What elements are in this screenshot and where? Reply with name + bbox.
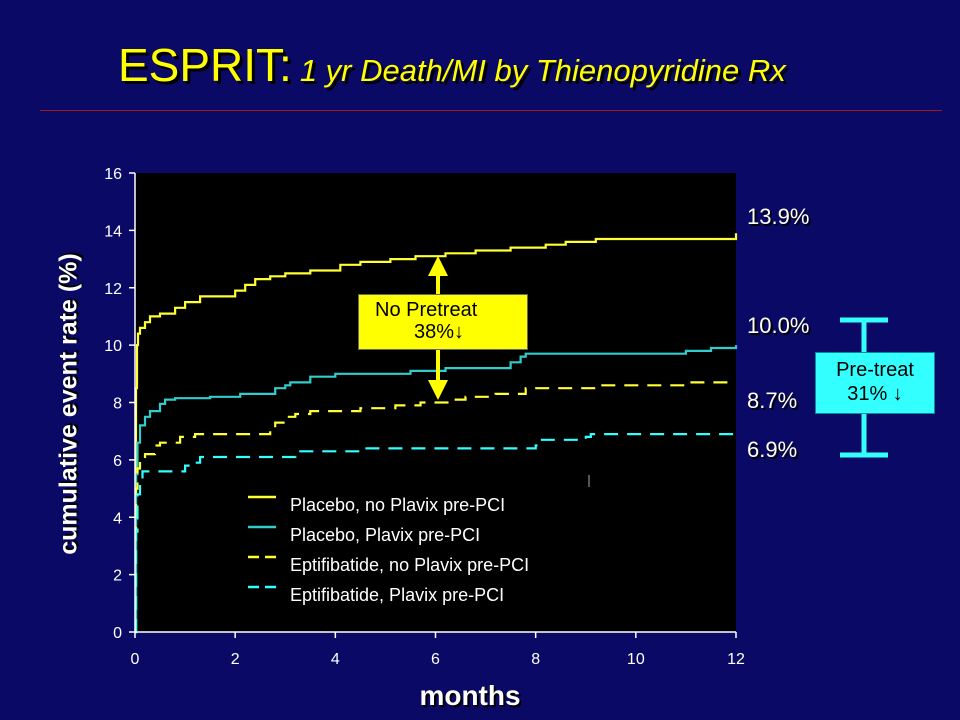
y-tick-label-12: 12 <box>104 281 122 298</box>
series-line-placebo-no-plavix-pre-pci <box>134 233 738 634</box>
title-divider <box>40 110 942 111</box>
legend-label-placebo-no-plavix-pre-pci: Placebo, no Plavix pre-PCI <box>290 495 505 515</box>
arrow-layer <box>428 256 888 458</box>
series-line-placebo-plavix-pre-pci <box>134 345 738 634</box>
y-tick-label-8: 8 <box>113 396 122 413</box>
title-subtitle: 1 yr Death/MI by Thienopyridine Rx <box>299 53 786 88</box>
legend-label-placebo-plavix-pre-pci: Placebo, Plavix pre-PCI <box>290 525 480 545</box>
x-tick-label-8: 8 <box>531 651 540 668</box>
series-line-eptifibatide-no-plavix-pre-pci <box>134 381 736 634</box>
y-tick-label-0: 0 <box>113 625 122 642</box>
x-tick-label-2: 2 <box>231 651 240 668</box>
y-tick-label-4: 4 <box>113 510 122 527</box>
slide-title: ESPRIT: 1 yr Death/MI by Thienopyridine R… <box>118 38 786 92</box>
y-tick-label-6: 6 <box>113 453 122 470</box>
x-tick-label-10: 10 <box>627 651 645 668</box>
no-pretreat-arrow-head-up <box>428 256 448 276</box>
no-pretreat-value: 38%↓ <box>414 321 465 343</box>
no-pretreat-annotation: No Pretreat 38%↓ <box>358 294 528 350</box>
x-tick-label-4: 4 <box>331 651 340 668</box>
legend-label-eptifibatide-plavix-pre-pci: Eptifibatide, Plavix pre-PCI <box>290 585 504 605</box>
pretreat-value: 31% ↓ <box>847 383 903 405</box>
end-label-eptifibatide-no-plavix: 8.7% <box>747 388 798 413</box>
y-tick-label-10: 10 <box>104 338 122 355</box>
series-line-eptifibatide-plavix-pre-pci <box>134 433 736 634</box>
x-tick-label-12: 12 <box>727 651 745 668</box>
title-main: ESPRIT: <box>118 39 292 91</box>
x-tick-label-0: 0 <box>131 651 140 668</box>
end-label-eptifibatide-plavix: 6.9% <box>747 437 798 462</box>
legend: Placebo, no Plavix pre-PCI Placebo, Plavi… <box>248 475 590 605</box>
end-label-placebo-plavix: 10.0% <box>747 313 810 338</box>
series-layer <box>134 233 738 634</box>
legend-label-eptifibatide-no-plavix-pre-pci: Eptifibatide, no Plavix pre-PCI <box>290 555 529 575</box>
end-label-placebo-no-plavix: 13.9% <box>747 204 810 229</box>
pretreat-label: Pre-treat <box>836 359 914 381</box>
pretreat-annotation: Pre-treat 31% ↓ <box>815 352 935 414</box>
y-tick-label-14: 14 <box>104 223 122 240</box>
y-tick-label-16: 16 <box>104 166 122 183</box>
ticks-layer: 0 2 4 6 8 10 12 0 2 4 6 8 10 12 14 16 <box>104 166 745 668</box>
no-pretreat-label: No Pretreat <box>375 299 478 321</box>
no-pretreat-arrow-head-down <box>428 380 448 400</box>
x-axis-label: months <box>419 680 521 711</box>
y-tick-label-2: 2 <box>113 568 122 585</box>
x-tick-label-6: 6 <box>431 651 440 668</box>
y-axis-label: cumulative event rate (%) <box>54 253 83 555</box>
